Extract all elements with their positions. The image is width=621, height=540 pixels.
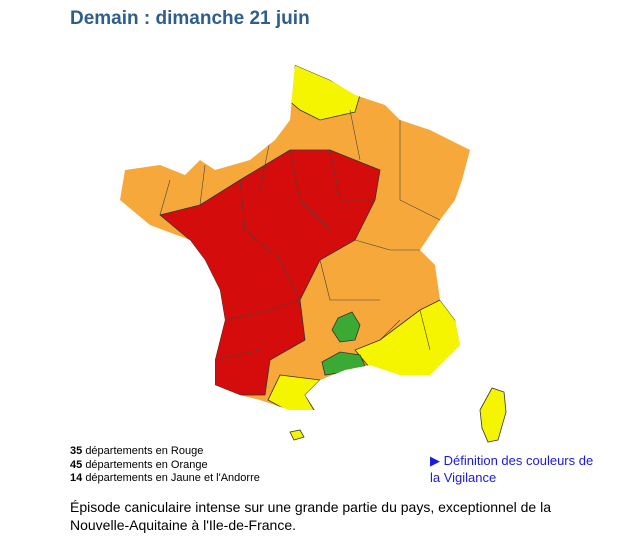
definition-link[interactable]: ▶ Définition des couleurs de la Vigilanc…: [430, 453, 594, 485]
yellow-zone: [267, 374, 321, 410]
label: départements en Rouge: [85, 445, 204, 457]
corsica: [479, 387, 507, 443]
title: Demain : dimanche 21 juin: [70, 8, 310, 29]
label: départements en Jaune et l'Andorre: [85, 472, 260, 484]
legend-item: 45 départements en Orange: [70, 459, 260, 473]
count: 35: [70, 445, 83, 457]
legend: 35 départements en Rouge 45 départements…: [70, 445, 260, 486]
department-borders: [159, 109, 441, 361]
legend-item: 35 départements en Rouge: [70, 445, 260, 459]
count: 45: [70, 458, 83, 471]
andorre: [289, 429, 305, 441]
red-zone: [159, 149, 381, 396]
legend-item: 14 départements en Jaune et l'Andorre: [70, 472, 260, 486]
green-zone: [321, 351, 366, 376]
france: [120, 65, 470, 410]
green-zone: [331, 311, 361, 343]
label: départements en Orange: [85, 458, 208, 471]
count: 14: [70, 472, 83, 484]
description: Épisode caniculaire intense sur une gran…: [70, 499, 551, 533]
